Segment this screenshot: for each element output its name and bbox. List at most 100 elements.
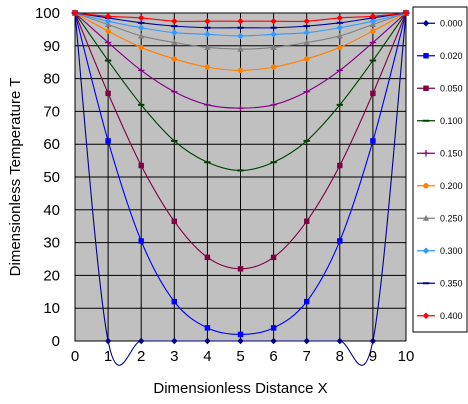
data-point <box>204 101 211 109</box>
data-point <box>171 29 178 36</box>
data-point <box>270 101 277 109</box>
x-tick-label: 3 <box>170 348 178 365</box>
legend-entry: 0.000 <box>417 18 463 28</box>
data-point <box>171 18 178 25</box>
legend-label: 0.000 <box>440 18 463 28</box>
data-point <box>171 337 178 345</box>
data-point <box>138 32 145 39</box>
legend-marker <box>422 215 430 221</box>
legend-entry: 0.200 <box>417 181 463 191</box>
data-point <box>270 64 277 70</box>
data-point <box>171 39 178 46</box>
data-point <box>337 238 343 244</box>
data-point <box>369 13 377 20</box>
data-point <box>370 138 376 144</box>
data-point <box>336 337 343 345</box>
x-tick-label: 0 <box>71 348 79 365</box>
x-tick-label: 1 <box>104 348 112 365</box>
y-tick-label: 20 <box>43 267 60 284</box>
legend-label: 0.250 <box>440 213 463 223</box>
data-point <box>402 9 410 17</box>
data-point <box>171 56 178 62</box>
data-point <box>270 18 277 25</box>
y-tick-label: 50 <box>43 169 60 186</box>
data-point <box>71 9 79 17</box>
data-point <box>105 28 111 34</box>
data-point <box>369 39 377 46</box>
legend-label: 0.150 <box>440 148 463 158</box>
legend-label: 0.020 <box>440 51 463 61</box>
data-point <box>369 337 377 345</box>
legend-label: 0.300 <box>440 246 463 256</box>
data-point <box>237 67 244 74</box>
data-point <box>303 29 310 36</box>
legend-entry: 0.020 <box>417 51 463 61</box>
data-point <box>336 24 343 31</box>
data-point <box>138 238 144 244</box>
legend-entry: 0.150 <box>417 148 463 158</box>
x-tick-label: 9 <box>369 348 377 365</box>
y-tick-label: 100 <box>35 5 60 22</box>
data-point <box>337 44 343 51</box>
data-point <box>303 18 310 25</box>
data-point <box>104 337 112 345</box>
data-point <box>270 254 277 261</box>
x-tick-label: 4 <box>203 348 211 365</box>
data-point <box>303 56 310 62</box>
y-tick-label: 30 <box>43 235 60 252</box>
series-0.300 <box>71 9 410 40</box>
legend-marker <box>423 183 429 189</box>
data-point <box>138 162 144 169</box>
legend-entry: 0.300 <box>417 246 463 256</box>
data-point <box>204 44 211 50</box>
data-point <box>237 331 244 338</box>
legend-label: 0.350 <box>440 278 463 288</box>
data-point <box>105 138 111 144</box>
data-point <box>370 90 376 97</box>
x-tick-label: 7 <box>303 348 311 365</box>
x-tick-label: 10 <box>398 348 415 365</box>
legend-label: 0.100 <box>440 116 463 126</box>
legend-label: 0.200 <box>440 181 463 191</box>
data-point <box>270 44 277 50</box>
x-tick-label: 8 <box>336 348 344 365</box>
legend-marker <box>422 150 430 157</box>
series-0.200 <box>72 10 409 74</box>
y-tick-label: 80 <box>43 71 60 88</box>
legend-label: 0.400 <box>440 311 463 321</box>
legend-entry: 0.250 <box>417 213 463 223</box>
data-point <box>171 88 178 95</box>
data-point <box>237 45 244 52</box>
x-axis-title: Dimensionless Distance X <box>153 380 327 397</box>
data-point <box>237 266 244 272</box>
data-point <box>303 298 310 305</box>
data-point <box>237 104 244 112</box>
legend-marker <box>422 20 430 27</box>
series-0.400 <box>71 9 410 25</box>
data-point <box>337 162 343 169</box>
data-point <box>303 39 310 46</box>
data-point <box>237 32 244 40</box>
legend-entry: 0.350 <box>417 278 463 288</box>
data-point <box>138 14 145 22</box>
data-point <box>171 298 178 305</box>
data-point <box>237 337 244 345</box>
y-tick-label: 0 <box>52 333 60 350</box>
data-point <box>336 67 343 74</box>
data-point <box>336 14 343 22</box>
data-point <box>204 254 211 261</box>
legend-entry: 0.050 <box>417 83 463 93</box>
data-point <box>370 28 376 34</box>
data-point <box>237 18 244 25</box>
y-tick-label: 90 <box>43 38 60 55</box>
data-point <box>369 18 377 25</box>
legend-marker <box>422 312 430 319</box>
data-point <box>303 218 310 224</box>
data-point <box>204 31 211 38</box>
y-tick-label: 10 <box>43 300 60 317</box>
data-point <box>138 67 145 74</box>
data-point <box>204 64 211 70</box>
